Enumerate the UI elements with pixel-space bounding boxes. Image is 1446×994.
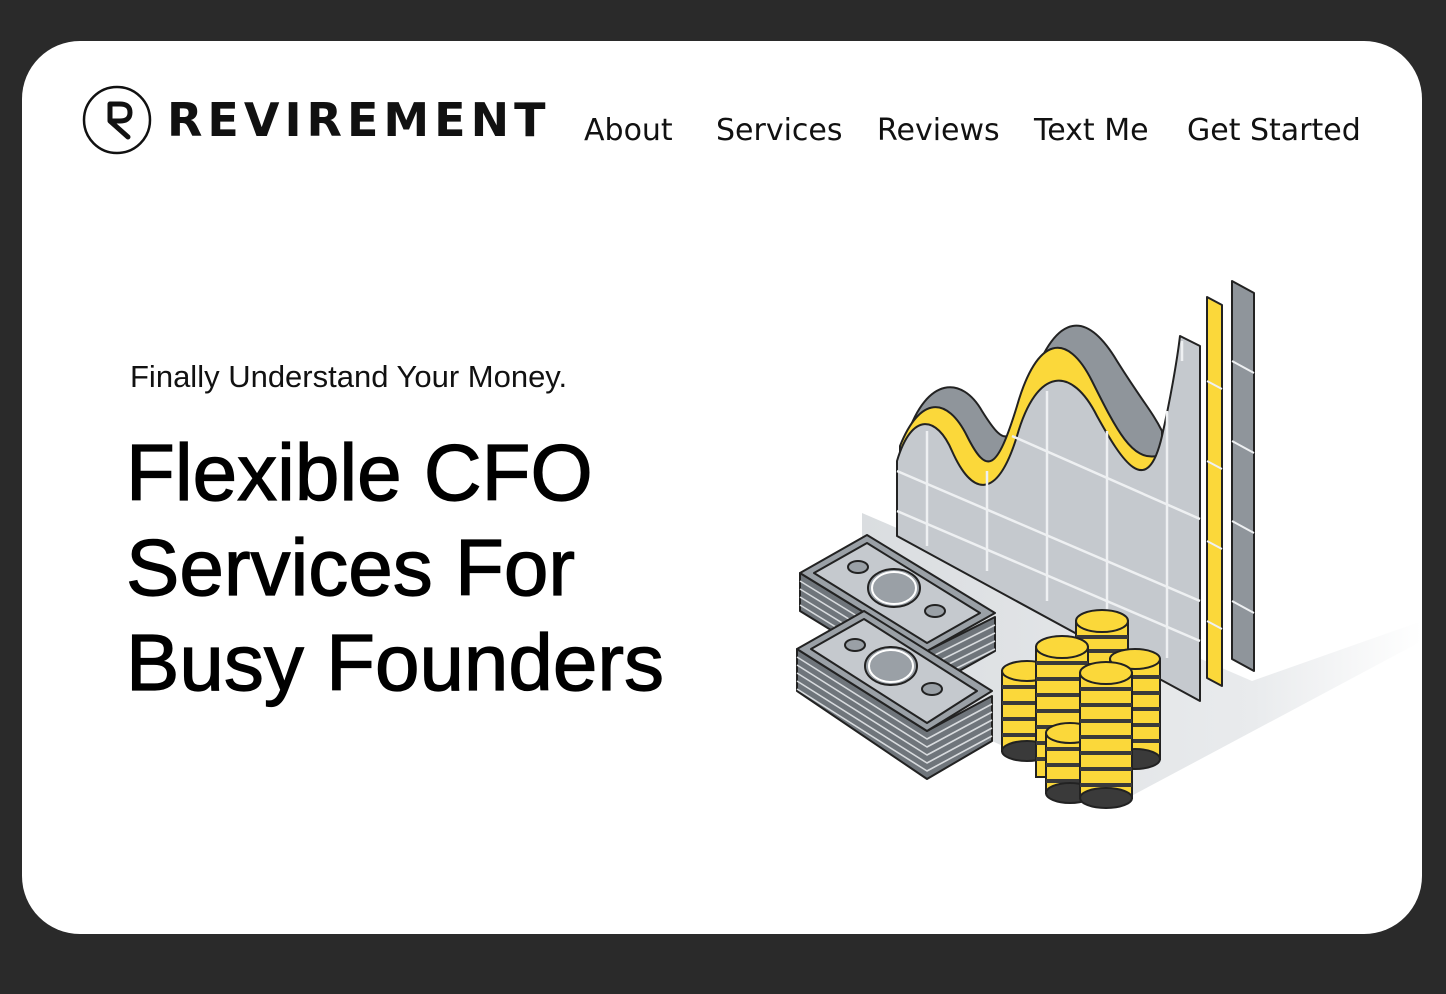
nav-get-started[interactable]: Get Started bbox=[1187, 113, 1361, 148]
main-card: REVIREMENT About Services Reviews Text M… bbox=[22, 41, 1422, 934]
r-circle-logo-icon bbox=[82, 85, 152, 155]
hero-headline-line-2: Services For bbox=[125, 522, 575, 612]
hero-headline-line-1: Flexible CFO bbox=[125, 427, 593, 517]
brand-name: REVIREMENT bbox=[167, 93, 551, 147]
finance-chart-money-illustration bbox=[796, 280, 1422, 809]
nav-text-me[interactable]: Text Me bbox=[1034, 113, 1149, 148]
hero-tagline: Finally Understand Your Money. bbox=[130, 359, 568, 394]
top-nav: About Services Reviews Text Me Get Start… bbox=[22, 111, 1422, 151]
hero-headline-line-3: Busy Founders bbox=[125, 617, 665, 707]
nav-services[interactable]: Services bbox=[716, 113, 843, 148]
nav-about[interactable]: About bbox=[584, 113, 673, 148]
nav-reviews[interactable]: Reviews bbox=[877, 113, 1000, 148]
brand-logo[interactable]: REVIREMENT bbox=[82, 85, 550, 155]
hero-headline: Flexible CFO Services For Busy Founders bbox=[125, 425, 665, 710]
